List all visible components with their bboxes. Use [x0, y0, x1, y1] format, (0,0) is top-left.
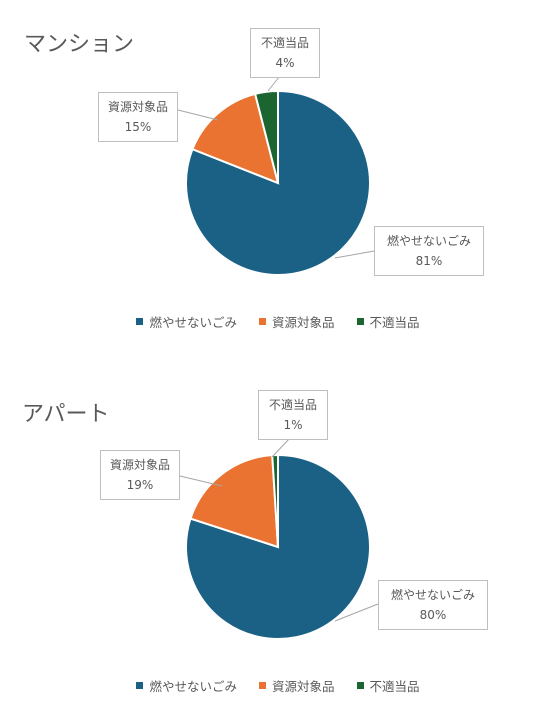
legend-label: 資源対象品 [271, 315, 335, 330]
slice-resource [191, 92, 280, 185]
legend-item: 資源対象品 [258, 312, 335, 331]
slice-resource [189, 454, 280, 549]
legend-swatch [136, 318, 144, 325]
data-label-improper: 不適当品 1% [258, 390, 328, 440]
legend-item: 不適当品 [356, 676, 420, 695]
legend-swatch [136, 682, 144, 689]
data-label-resource: 資源対象品 19% [100, 450, 180, 500]
data-label-category: 燃やせないごみ [390, 588, 475, 602]
data-label-value: 81% [415, 254, 443, 268]
legend-item: 資源対象品 [258, 676, 335, 695]
data-label-value: 15% [124, 120, 152, 134]
legend-item: 不適当品 [356, 312, 420, 331]
data-label-value: 19% [126, 478, 154, 492]
leader-line [179, 475, 223, 487]
data-label-improper: 不適当品 4% [250, 28, 320, 78]
legend-swatch [356, 318, 364, 325]
data-label-value: 1% [283, 418, 303, 432]
data-label-category: 燃やせないごみ [386, 234, 471, 248]
pie-plot [179, 437, 379, 640]
legend: 燃やせないごみ 資源対象品 不適当品 [0, 312, 556, 331]
data-label-category: 不適当品 [260, 36, 309, 50]
leader-line [334, 603, 379, 622]
chart-apartment: アパート 燃やせないごみ 80% 資源対象品 19% 不適当品 1% 燃やせない… [0, 366, 556, 716]
slice-improper [253, 89, 279, 184]
leader-line [271, 437, 291, 458]
data-label-burnable: 燃やせないごみ 81% [374, 226, 484, 276]
chart-title: アパート [22, 402, 110, 427]
data-label-burnable: 燃やせないごみ 80% [378, 580, 488, 630]
legend-swatch [258, 682, 266, 689]
leader-line [334, 250, 375, 259]
legend-item: 燃やせないごみ [136, 312, 237, 331]
legend-label: 不適当品 [369, 679, 420, 694]
legend-label: 不適当品 [369, 315, 420, 330]
chart-title: マンション [24, 32, 135, 57]
data-label-category: 資源対象品 [107, 100, 168, 114]
data-label-resource: 資源対象品 15% [98, 92, 178, 142]
slice-improper [271, 453, 279, 548]
legend-item: 燃やせないごみ [136, 676, 237, 695]
data-label-value: 4% [275, 56, 295, 70]
legend-swatch [356, 682, 364, 689]
legend-label: 燃やせないごみ [149, 315, 237, 330]
chart-mansion: マンション 燃やせないごみ 81% 資源対象品 15% 不適当品 4% 燃やせな… [0, 0, 556, 350]
data-label-value: 80% [419, 608, 447, 622]
legend-label: 燃やせないごみ [149, 679, 237, 694]
legend-swatch [258, 318, 266, 325]
leader-line [177, 109, 219, 121]
legend-label: 資源対象品 [271, 679, 335, 694]
data-label-category: 不適当品 [268, 398, 317, 412]
legend: 燃やせないごみ 資源対象品 不適当品 [0, 676, 556, 695]
data-label-category: 資源対象品 [109, 458, 170, 472]
